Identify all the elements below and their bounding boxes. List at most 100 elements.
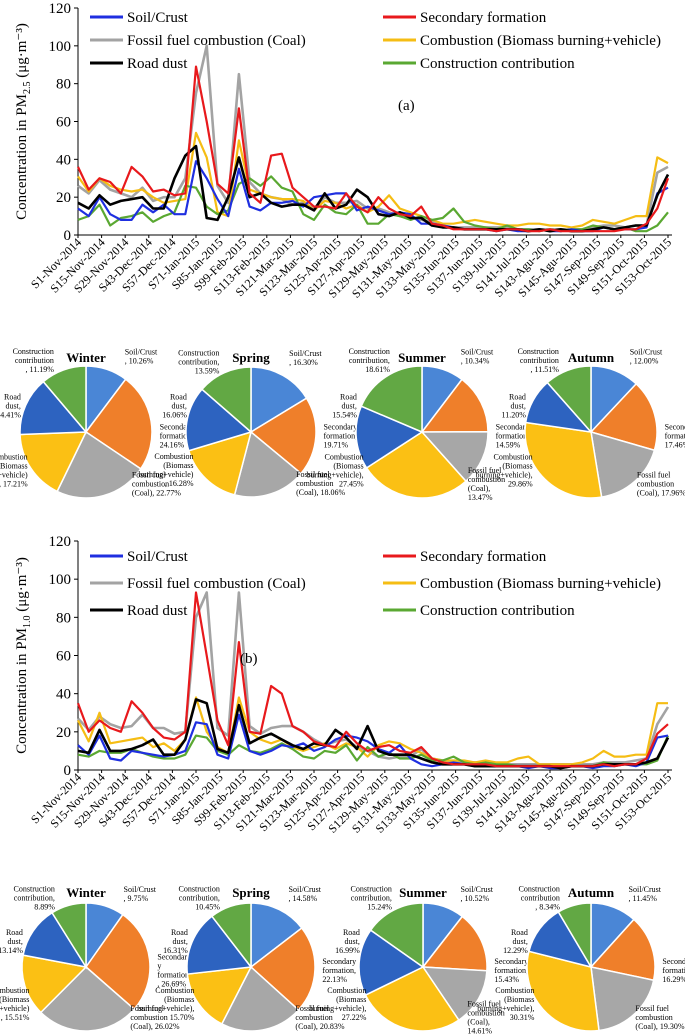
panel-a-label: (a) [398, 98, 415, 114]
pie-label-soil: Soil/Crust, 12.00% [630, 348, 663, 366]
y-axis-title: Concentration in PM1.0 (μg·m⁻³) [14, 557, 33, 754]
pie-slice-construction [546, 365, 592, 434]
legend-label-road: Road dust [127, 603, 188, 619]
pie-label-combustion: Combustion (Biomass burning+vehicle), 15.70… [137, 986, 195, 1022]
pie-label-road: Road dust, 12.29% [503, 928, 528, 955]
pie-slice-combustion [526, 950, 600, 1032]
legend-label-construction: Construction contribution [420, 56, 575, 72]
legend-label-secondary: Secondary formation [420, 10, 547, 26]
pie-label-coal: Fossil fuel combustion (Coal), 19.30% [635, 1004, 684, 1031]
pie-slice-road [355, 405, 424, 469]
pie-slice-construction [210, 902, 252, 970]
legend-label-coal: Fossil fuel combustion (Coal) [127, 33, 306, 49]
y-axis-title: Concentration in PM2.5 (μg·m⁻³) [14, 23, 33, 220]
pie-slice-secondary [249, 926, 316, 1012]
series-line-combustion [77, 131, 669, 229]
y-tick-label: 20 [56, 190, 71, 206]
y-tick-label: 80 [56, 610, 71, 626]
pie-slice-construction [557, 902, 592, 970]
pie-slice-secondary [421, 915, 488, 972]
pm10-line-chart: Concentration in PM1.0 (μg·m⁻³) 0 20 40 60 80… [14, 534, 674, 836]
legend-label-secondary: Secondary formation [420, 549, 547, 565]
y-tick-label: 80 [56, 77, 71, 93]
pie-label-coal: Fossil fuel combustion (Coal), 20.83% [295, 1004, 344, 1031]
pie-slice-combustion [365, 431, 468, 499]
panel-b-label: (b) [240, 651, 258, 667]
pie-slice-road [19, 380, 88, 436]
pie-slice-road [358, 929, 425, 997]
pie-slice-coal [421, 966, 488, 1022]
pie-label-secondary: Secondary formation, 22.13% [322, 957, 356, 984]
pie-label-soil: Soil/Crust, 10.34% [461, 348, 494, 366]
pm10-seasonal-pies: Winter Soil/Crust, 9.75% Secondar y formatio… [0, 884, 685, 1035]
pie-slice-combustion [19, 431, 88, 493]
pie-slice-combustion [187, 430, 253, 496]
pie-label-construction: Construction contribution, 18.61% [349, 347, 391, 374]
pie-slice-coal [39, 965, 136, 1032]
pie-label-road: Road dust, 16.99% [335, 928, 360, 955]
pie-label-secondary: Secondary formation, 19.71% [324, 422, 358, 449]
pie-label-soil: Soil/Crust, 10.52% [461, 885, 494, 903]
pie-title: Spring [232, 885, 270, 900]
pie-slice-secondary [589, 382, 658, 452]
pie-label-coal: Fossil fuel combustion (Coal), 13.47% [468, 466, 505, 502]
pie-slice-secondary [420, 378, 489, 433]
pie-label-construction: Construction contribution, 11.51% [518, 347, 560, 374]
pie-slice-construction [200, 366, 252, 434]
pm25-seasonal-pies: Winter Soil/Crust, 10.26% Secondary formati… [0, 347, 685, 502]
legend-label-coal: Fossil fuel combustion (Coal) [127, 576, 306, 592]
pie-slice-secondary [84, 378, 153, 470]
pie-slice-construction [42, 365, 87, 435]
pie-slice-construction [360, 365, 423, 434]
pm25-line-chart: Concentration in PM2.5 (μg·m⁻³) 0 20 40 60 80… [14, 1, 674, 301]
pie-label-combustion: Combustion (Biomass burning+vehicle), 30.31… [477, 986, 535, 1022]
pie-label-road: Road dust, 13.14% [0, 928, 23, 955]
y-tick-label: 0 [64, 228, 72, 244]
legend-label-soil: Soil/Crust [127, 549, 189, 565]
pie-slice-secondary [589, 918, 656, 982]
pie-label-combustion: Combustion (Biomass burning+vehicle), 27.22… [309, 986, 367, 1022]
pie-label-combustion: Combustion (Biomass burning+vehicle), 29.86… [475, 452, 533, 488]
y-tick-label: 120 [49, 1, 72, 17]
pie-slice-combustion [21, 954, 88, 1014]
pie-label-secondary: Secondar y formation, 26.69% [157, 953, 189, 989]
series-line-secondary [76, 591, 669, 768]
pie-title: Autumn [568, 350, 615, 365]
pie-label-secondary: Secondary formation, 14.59% [496, 422, 530, 449]
y-tick-label: 120 [49, 534, 72, 550]
pie-slice-coal [420, 430, 489, 483]
y-tick-label: 20 [56, 725, 71, 741]
pie-label-coal: Fossil fuel combustion (Coal), 14.61% [467, 999, 504, 1035]
legend-label-combustion: Combustion (Biomass burning+vehicle) [420, 576, 661, 592]
pie-label-coal: Fossil fuel combustion (Coal), 18.06% [296, 470, 345, 497]
pie-slice-coal [590, 430, 656, 499]
pie-label-road: Road dust, 15.54% [332, 392, 357, 419]
pie-slice-construction [51, 902, 87, 970]
pie-label-secondary: Secondary formation, 24.16% [160, 422, 194, 449]
pie-label-soil: Soil/Crust, 11.45% [629, 885, 662, 903]
pie-title: Summer [399, 885, 447, 900]
pie-label-soil: Soil/Crust, 10.26% [125, 348, 158, 366]
pie-label-road: Road dust, 16.06% [162, 393, 187, 420]
pie-label-coal: Fossil fuel combustion (Coal), 26.02% [130, 1004, 179, 1031]
pie-label-soil: Soil/Crust, 16.30% [289, 349, 322, 367]
pie-title: Winter [66, 885, 106, 900]
pie-slice-road [185, 388, 253, 452]
pie-label-construction: Construction contribution, 8.34% [519, 884, 561, 911]
pie-label-soil: Soil/Crust, 14.58% [289, 885, 322, 903]
pie-label-construction: Construction contribution, 8.89% [14, 884, 56, 911]
pie-label-construction: Construction contribution, 13.59% [178, 348, 220, 375]
pie-slice-coal [590, 966, 655, 1032]
legend-label-soil: Soil/Crust [127, 10, 189, 26]
pie-slice-combustion [186, 966, 253, 1025]
y-tick-label: 0 [64, 763, 72, 779]
pie-label-secondary: Secondary formation, 15.43% [494, 957, 528, 984]
y-tick-label: 60 [56, 115, 71, 131]
pie-title: Spring [232, 350, 270, 365]
pie-slice-construction [369, 902, 424, 969]
